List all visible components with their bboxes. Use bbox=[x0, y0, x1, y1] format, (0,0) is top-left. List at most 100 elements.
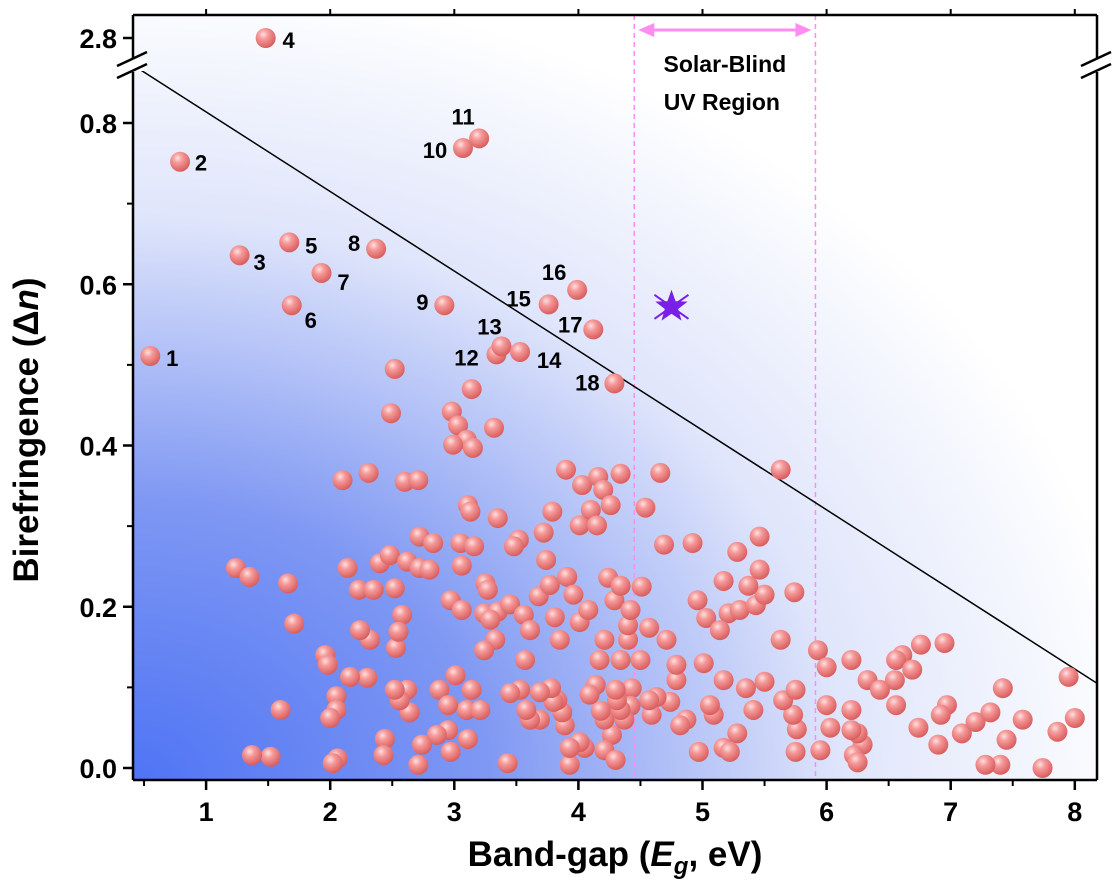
left-axis-break-mark-a bbox=[116, 50, 148, 68]
data-point bbox=[610, 463, 631, 484]
data-point bbox=[1058, 666, 1079, 687]
data-point bbox=[656, 629, 677, 650]
data-point bbox=[992, 678, 1013, 699]
star-marker-group bbox=[653, 289, 690, 321]
data-point bbox=[980, 702, 1001, 723]
data-point bbox=[503, 536, 524, 557]
point-label-16: 16 bbox=[542, 260, 566, 285]
x-tick-label: 5 bbox=[695, 797, 710, 827]
labeled-point-4 bbox=[255, 28, 276, 48]
labeled-point-3 bbox=[229, 245, 250, 266]
data-point bbox=[516, 699, 537, 720]
data-point bbox=[322, 753, 343, 774]
data-point bbox=[785, 741, 806, 762]
data-point bbox=[601, 724, 622, 745]
point-label-15: 15 bbox=[506, 286, 530, 311]
data-point bbox=[770, 459, 791, 480]
point-label-14: 14 bbox=[537, 348, 562, 373]
data-point bbox=[460, 501, 481, 522]
data-point bbox=[631, 576, 652, 597]
data-point bbox=[320, 708, 341, 729]
data-point bbox=[1012, 709, 1033, 730]
data-point bbox=[392, 604, 413, 625]
labeled-point-14 bbox=[510, 341, 531, 362]
labeled-point-8 bbox=[366, 238, 387, 259]
data-point bbox=[520, 620, 541, 641]
data-point bbox=[713, 570, 734, 591]
point-label-1: 1 bbox=[166, 346, 178, 371]
data-point bbox=[847, 752, 868, 773]
data-point bbox=[754, 671, 775, 692]
labeled-point-16 bbox=[567, 279, 588, 300]
data-point bbox=[1032, 758, 1053, 778]
region-label-line1: Solar-Blind bbox=[664, 51, 787, 77]
data-point bbox=[484, 417, 505, 438]
data-point bbox=[666, 654, 687, 675]
data-point bbox=[784, 582, 805, 603]
point-label-8: 8 bbox=[348, 231, 360, 256]
data-point bbox=[278, 573, 299, 594]
data-point bbox=[610, 649, 631, 670]
data-point bbox=[477, 579, 498, 600]
data-point bbox=[559, 754, 580, 775]
data-point bbox=[500, 594, 521, 615]
data-point bbox=[841, 699, 862, 720]
region-arrow-left-head bbox=[638, 23, 655, 37]
data-point bbox=[605, 679, 626, 700]
labeled-point-5 bbox=[279, 232, 300, 253]
data-point bbox=[440, 741, 461, 762]
data-point bbox=[579, 684, 600, 705]
labeled-point-13 bbox=[491, 336, 512, 357]
data-point bbox=[326, 686, 347, 707]
y-tick-label: 0.2 bbox=[79, 593, 117, 623]
data-point bbox=[529, 682, 550, 703]
data-point bbox=[928, 734, 949, 755]
labeled-point-11 bbox=[469, 128, 490, 149]
data-point bbox=[284, 613, 305, 634]
data-point bbox=[719, 741, 740, 762]
data-point bbox=[462, 437, 483, 458]
point-label-9: 9 bbox=[416, 290, 428, 315]
data-point bbox=[464, 536, 485, 557]
data-point bbox=[654, 534, 675, 555]
data-point bbox=[348, 579, 369, 600]
data-point bbox=[820, 717, 841, 738]
data-point bbox=[590, 700, 611, 721]
x-axis-label: Band-gap (Eg, eV) bbox=[468, 835, 763, 880]
labeled-point-1 bbox=[140, 346, 161, 367]
data-point bbox=[373, 745, 394, 766]
data-point bbox=[699, 695, 720, 716]
data-point bbox=[426, 724, 447, 745]
data-point bbox=[594, 629, 615, 650]
data-point bbox=[429, 679, 450, 700]
labeled-point-2 bbox=[170, 151, 191, 172]
y-tick-label: 0.4 bbox=[79, 432, 117, 462]
data-point bbox=[536, 549, 557, 570]
point-label-4: 4 bbox=[283, 28, 296, 53]
axes: 1 2 3 4 5 6 7 80.00.20.40.60.82.8 bbox=[79, 9, 1112, 827]
data-point bbox=[783, 704, 804, 725]
data-point bbox=[635, 497, 656, 518]
data-point bbox=[810, 740, 831, 761]
labeled-point-7 bbox=[311, 262, 332, 283]
data-point bbox=[578, 599, 599, 620]
point-label-11: 11 bbox=[451, 104, 474, 129]
data-point bbox=[620, 599, 641, 620]
data-point bbox=[693, 653, 714, 674]
data-point bbox=[270, 699, 291, 720]
data-point bbox=[618, 629, 639, 650]
data-point bbox=[451, 599, 472, 620]
labeled-point-17 bbox=[583, 319, 604, 340]
data-point bbox=[443, 434, 464, 455]
data-point bbox=[412, 734, 433, 755]
data-point bbox=[487, 508, 508, 529]
data-point bbox=[408, 754, 429, 775]
data-point bbox=[886, 649, 907, 670]
data-point bbox=[445, 665, 466, 686]
data-point bbox=[357, 667, 378, 688]
data-point bbox=[480, 609, 501, 630]
data-point bbox=[621, 678, 642, 699]
data-point bbox=[610, 575, 631, 596]
data-point bbox=[754, 584, 775, 605]
